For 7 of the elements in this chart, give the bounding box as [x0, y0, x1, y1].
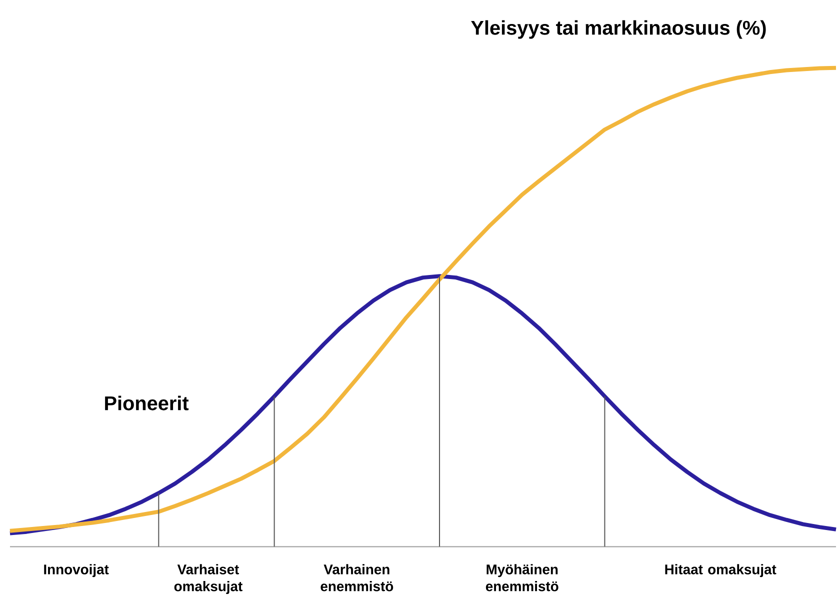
x-tick-label: Innovoijat: [44, 564, 109, 578]
x-tick-label: Varhainen enemmistö: [320, 564, 394, 592]
x-tick-label: Myöhäinen enemmistö: [486, 564, 558, 592]
text: Pioneerit: [105, 396, 189, 411]
series-label: Yleisyys tai markkinaosuus (%): [471, 20, 766, 40]
x-tick-label: Hitaat omaksujat: [665, 564, 776, 578]
x-tick-label: Varhaiset omaksujat: [174, 564, 242, 594]
